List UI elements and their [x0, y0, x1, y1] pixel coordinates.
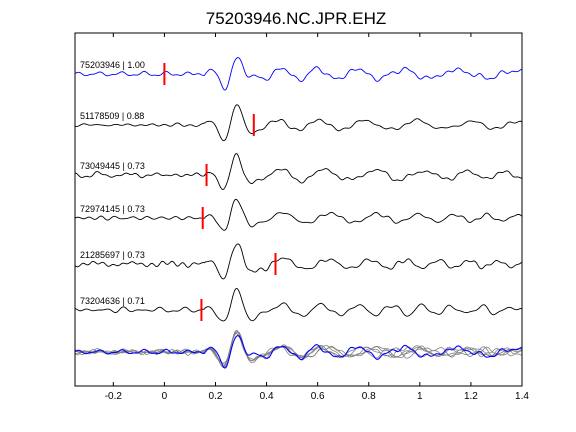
trace-group	[74, 57, 523, 322]
trace-label-group: 75203946 | 1.00 51178509 | 0.88 73049445 |…	[80, 60, 145, 306]
x-axis: -0.2 0 0.2 0.4 0.6 0.8 1 1.2 1.4	[105, 33, 529, 402]
trace-label-73049445: 73049445 | 0.73	[80, 161, 145, 171]
plot-axes-box	[74, 32, 523, 387]
chart-title: 75203946.NC.JPR.EHZ	[206, 9, 386, 28]
trace-label-51178509: 51178509 | 0.88	[80, 111, 144, 121]
x-tick-label: 0.8	[362, 391, 376, 402]
trace-line-51178509	[74, 104, 523, 142]
stack-overlay-group	[74, 330, 523, 369]
trace-line-72974145	[74, 198, 523, 231]
x-tick-label: 0.2	[209, 391, 223, 402]
pick-marker-group	[163, 63, 277, 321]
trace-label-75203946: 75203946 | 1.00	[80, 60, 145, 70]
trace-line-73049445	[74, 153, 523, 190]
x-tick-label: 0	[162, 391, 168, 402]
trace-label-73204636: 73204636 | 0.71	[80, 296, 145, 306]
trace-label-72974145: 72974145 | 0.73	[80, 204, 145, 214]
x-tick-label: 0.6	[311, 391, 325, 402]
x-tick-label: 1.2	[464, 391, 478, 402]
trace-line-73204636	[74, 287, 523, 322]
trace-line-75203946	[74, 57, 523, 91]
trace-line-21285697	[74, 243, 523, 280]
x-tick-label: 0.4	[260, 391, 274, 402]
stack-reference-trace	[74, 335, 523, 369]
x-tick-label: 1.4	[515, 391, 529, 402]
x-tick-label: 1	[417, 391, 423, 402]
trace-label-21285697: 21285697 | 0.73	[80, 250, 145, 260]
x-tick-label: -0.2	[105, 391, 123, 402]
